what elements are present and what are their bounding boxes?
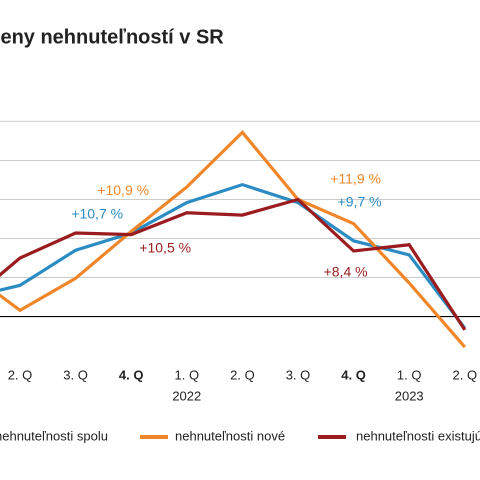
series-line <box>0 197 467 331</box>
series-line <box>0 182 467 330</box>
series-line <box>0 129 467 349</box>
x-tick-label: 4. Q <box>119 367 144 382</box>
x-tick-label: 2. Q <box>453 367 478 382</box>
x-tick-label: 2. Q <box>230 367 255 382</box>
data-label: +10,5 % <box>139 239 191 255</box>
year-label: 2023 <box>395 388 424 403</box>
legend-label: nehnuteľnosti nové <box>175 428 285 443</box>
x-tick-label: 3. Q <box>63 367 88 382</box>
data-label: +9,7 % <box>338 194 382 210</box>
data-label: +8,4 % <box>324 264 368 280</box>
x-tick-label: 1. Q <box>175 367 200 382</box>
data-label: +10,7 % <box>71 206 123 222</box>
legend-label: nehnuteľnosti existujúce <box>356 428 480 443</box>
chart-title: Ceny nehnuteľností v SR <box>0 26 224 48</box>
x-tick-label: 3. Q <box>286 367 311 382</box>
year-label: 2022 <box>172 388 201 403</box>
x-tick-label: 1. Q <box>397 367 422 382</box>
data-label: +10,9 % <box>97 182 149 198</box>
data-label: +11,9 % <box>330 170 381 186</box>
x-tick-label: 4. Q <box>341 367 366 382</box>
x-tick-label: 2. Q <box>8 367 33 382</box>
legend-label: nehnuteľnosti spolu <box>0 428 108 443</box>
